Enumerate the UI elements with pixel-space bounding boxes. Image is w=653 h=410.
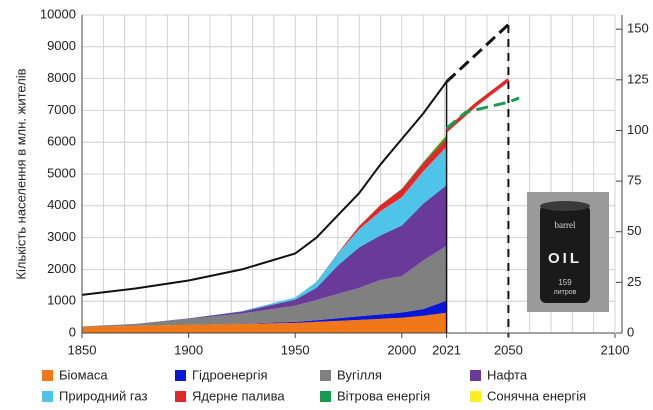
barrel-image: barrel OIL 159 литров	[527, 192, 609, 312]
legend-label: Природний газ	[59, 388, 147, 403]
y-axis-label: Кількість населення в млн. жителів	[13, 68, 28, 279]
chart: Кількість населення в млн. жителів 01000…	[0, 0, 653, 405]
legend-label: Вугілля	[337, 367, 382, 382]
y2-tick-label: 75	[627, 173, 641, 188]
y-tick-label: 1000	[47, 293, 76, 308]
legend-swatch	[320, 370, 331, 381]
y2-tick-label: 150	[627, 21, 649, 36]
y-tick-label: 3000	[47, 229, 76, 244]
y-tick-label: 5000	[47, 165, 76, 180]
legend-swatch	[175, 370, 186, 381]
y-tick-label: 7000	[47, 102, 76, 117]
y2-tick-label: 125	[627, 71, 649, 86]
legend-swatch	[470, 391, 481, 402]
y2-tick-label: 100	[627, 122, 649, 137]
x-tick-label: 2000	[387, 342, 416, 357]
x-tick-label: 1950	[281, 342, 310, 357]
legend-swatch	[42, 370, 53, 381]
y-tick-label: 9000	[47, 38, 76, 53]
barrel-volume: 159	[558, 278, 572, 287]
barrel-top	[540, 201, 590, 211]
y2-tick-label: 0	[627, 324, 634, 339]
legend-label: Сонячна енергія	[487, 388, 586, 403]
barrel-unit: литров	[554, 289, 577, 296]
y-tick-label: 0	[69, 324, 76, 339]
y2-tick-label: 50	[627, 223, 641, 238]
y-tick-label: 4000	[47, 197, 76, 212]
x-tick-label: 1900	[174, 342, 203, 357]
x-tick-label: 1850	[68, 342, 97, 357]
y-tick-label: 2000	[47, 261, 76, 276]
legend-label: Біомаса	[59, 367, 108, 382]
legend-swatch	[42, 391, 53, 402]
barrel-label: OIL	[548, 250, 582, 267]
legend-swatch	[470, 370, 481, 381]
y-tick-label: 10000	[40, 6, 76, 21]
barrel-brand: barrel	[555, 220, 576, 230]
projection-line	[447, 25, 509, 82]
legend-swatch	[175, 391, 186, 402]
y-tick-label: 6000	[47, 134, 76, 149]
legend-label: Вітрова енергія	[337, 388, 430, 403]
legend-label: Нафта	[487, 367, 528, 382]
legend-swatch	[320, 391, 331, 402]
y2-tick-label: 25	[627, 274, 641, 289]
legend-label: Гідроенергія	[192, 367, 268, 382]
legend-label: Ядерне палива	[192, 388, 285, 403]
x-tick-label: 2050	[494, 342, 523, 357]
y-tick-label: 8000	[47, 70, 76, 85]
x-tick-label: 2100	[601, 342, 630, 357]
x-tick-label: 2021	[432, 342, 461, 357]
